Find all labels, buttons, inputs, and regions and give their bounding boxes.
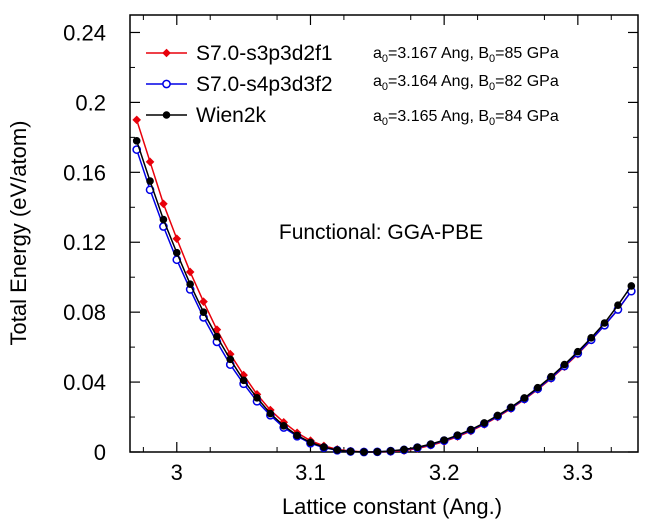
data-point [199, 308, 208, 316]
data-point [333, 446, 342, 454]
data-point [614, 301, 622, 309]
data-point [306, 438, 315, 447]
y-tick-label: 0.08 [63, 300, 106, 325]
data-point [199, 297, 208, 306]
data-point [587, 334, 596, 342]
data-point [185, 267, 195, 277]
x-tick-label: 3.3 [563, 460, 594, 485]
axis-ticks: 3 3.1 3.2 3.3 0 0.04 0.08 0.12 0.16 0.2 0.24 [63, 15, 638, 485]
data-point [413, 443, 422, 452]
legend-entry: Wien2k a0=3.165 Ang, B0=84 GPa [146, 104, 559, 128]
data-point [360, 448, 368, 456]
data-point [239, 376, 248, 385]
legend-label: Wien2k [196, 104, 267, 127]
data-point [533, 383, 542, 392]
data-point [627, 282, 636, 290]
data-point [132, 115, 141, 125]
y-tick-label: 0.24 [63, 20, 106, 45]
x-tick-label: 3.2 [429, 460, 460, 485]
functional-annotation: Functional: GGA-PBE [279, 221, 483, 244]
data-point [493, 411, 502, 420]
legend-marker [162, 111, 171, 119]
data-point [253, 394, 261, 402]
y-tick-label: 0.12 [63, 230, 106, 255]
data-point [400, 445, 408, 454]
legend: S7.0-s3p3d2f1 a0=3.167 Ang, B0=85 GPaS7.0… [146, 42, 559, 128]
data-point [159, 215, 168, 224]
series-2 [132, 145, 636, 457]
fit-parameters: a0=3.167 Ang, B0=85 GPa [373, 45, 559, 65]
data-point [373, 448, 382, 456]
data-point [146, 177, 154, 185]
data-point [547, 372, 555, 381]
data-point [266, 409, 275, 418]
data-point [346, 447, 355, 456]
data-point [453, 431, 462, 440]
y-tick-label: 0 [94, 440, 106, 465]
series-line [135, 140, 632, 453]
legend-entry: S7.0-s4p3d3f2 a0=3.164 Ang, B0=82 GPa [146, 73, 559, 96]
data-point [159, 199, 168, 209]
legend-marker [162, 48, 171, 58]
series-line [135, 119, 632, 453]
x-tick-label: 3 [171, 460, 183, 485]
data-point [145, 157, 155, 167]
data-point [226, 355, 235, 364]
y-tick-label: 0.2 [75, 90, 106, 115]
series-1 [132, 115, 636, 457]
data-point [172, 248, 181, 257]
legend-entry: S7.0-s3p3d2f1 a0=3.167 Ang, B0=85 GPa [146, 42, 559, 65]
data-point [480, 419, 489, 427]
data-point [560, 360, 569, 369]
data-point [213, 332, 221, 341]
data-point [293, 431, 301, 440]
data-point [574, 347, 582, 356]
fit-parameters: a0=3.165 Ang, B0=84 GPa [373, 108, 559, 128]
data-point [426, 440, 435, 448]
x-tick-label: 3.1 [295, 460, 326, 485]
series-line [135, 149, 632, 453]
data-point [320, 443, 328, 451]
data-point [279, 421, 288, 430]
x-axis-title: Lattice constant (Ang.) [282, 494, 502, 519]
data-point [600, 319, 609, 327]
legend-marker [162, 79, 171, 89]
legend-label: S7.0-s4p3d3f2 [196, 73, 333, 96]
series-3 [132, 137, 636, 456]
data-point [186, 280, 194, 288]
data-point [520, 394, 529, 402]
data-point [132, 137, 141, 145]
data-point [440, 436, 448, 444]
data-point [386, 447, 395, 455]
y-tick-label: 0.16 [63, 160, 106, 185]
data-point [172, 234, 182, 244]
y-tick-label: 0.04 [63, 370, 106, 395]
data-point [467, 425, 475, 434]
fit-parameters: a0=3.164 Ang, B0=82 GPa [373, 73, 559, 93]
data-point [507, 403, 515, 412]
legend-label: S7.0-s3p3d2f1 [196, 42, 333, 65]
series-layer [132, 115, 636, 457]
y-axis-title: Total Energy (eV/atom) [6, 121, 31, 346]
